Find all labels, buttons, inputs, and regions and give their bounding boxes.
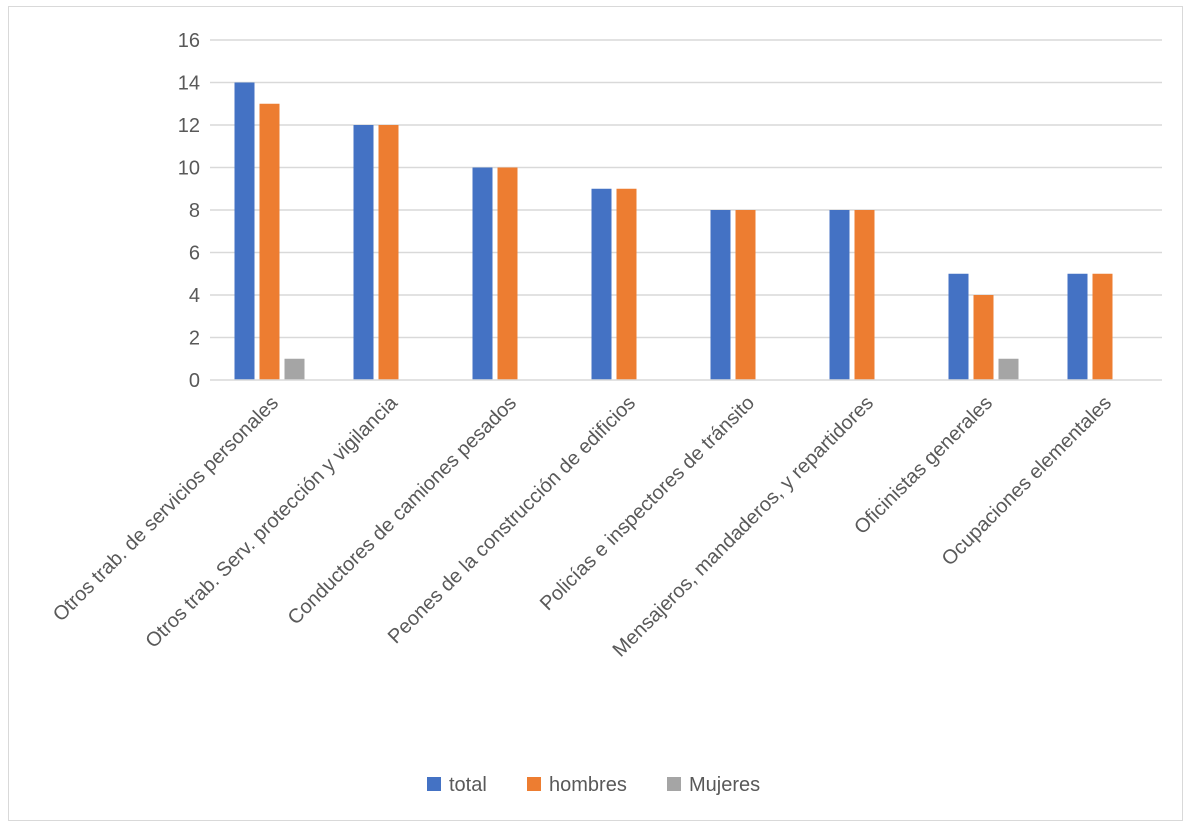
bar-total [829,210,850,380]
legend-swatch-mujeres [667,777,681,791]
category-label: Policías e inspectores de tránsito [536,392,759,615]
bar-hombres [497,167,518,380]
bar-mujeres [998,358,1019,380]
bar-total [591,188,612,380]
bar-hombres [973,295,994,380]
bar-total [472,167,493,380]
bar-hombres [854,210,875,380]
legend-label-total: total [449,774,487,796]
bars [234,82,1113,380]
bar-total [710,210,731,380]
category-label: Mensajeros, mandaderos, y repartidores [609,392,878,661]
y-tick-label: 10 [178,158,200,180]
bar-total [234,82,255,380]
category-labels: Otros trab. de servicios personalesOtros… [49,391,1116,661]
category-label: Otros trab. de servicios personales [49,392,283,626]
y-axis-tick-labels: 0 2 4 6 8 10 12 14 16 [178,30,200,392]
bar-hombres [259,103,280,380]
bar-total [948,273,969,380]
bar-hombres [735,210,756,380]
bar-total [1067,273,1088,380]
category-label: Conductores de camiones pesados [284,392,521,629]
y-tick-label: 12 [178,115,200,137]
bar-total [353,125,374,380]
y-tick-label: 0 [189,370,200,392]
y-tick-label: 6 [189,243,200,265]
legend-label-mujeres: Mujeres [689,774,760,796]
bar-mujeres [284,358,305,380]
y-tick-label: 14 [178,73,200,95]
y-tick-label: 8 [189,200,200,222]
bar-hombres [616,188,637,380]
legend-label-hombres: hombres [549,774,627,796]
gridlines [210,39,1162,339]
category-label: Peones de la construcción de edificios [384,392,640,648]
bar-hombres [1092,273,1113,380]
legend-swatch-hombres [527,777,541,791]
chart-frame [8,6,1183,821]
bar-hombres [378,125,399,380]
category-label: Otros trab. Serv. protección y vigilanci… [142,391,403,652]
legend-swatch-total [427,777,441,791]
y-tick-label: 4 [189,285,200,307]
legend: total hombres Mujeres [427,774,760,796]
y-tick-label: 16 [178,30,200,52]
y-tick-label: 2 [189,328,200,350]
